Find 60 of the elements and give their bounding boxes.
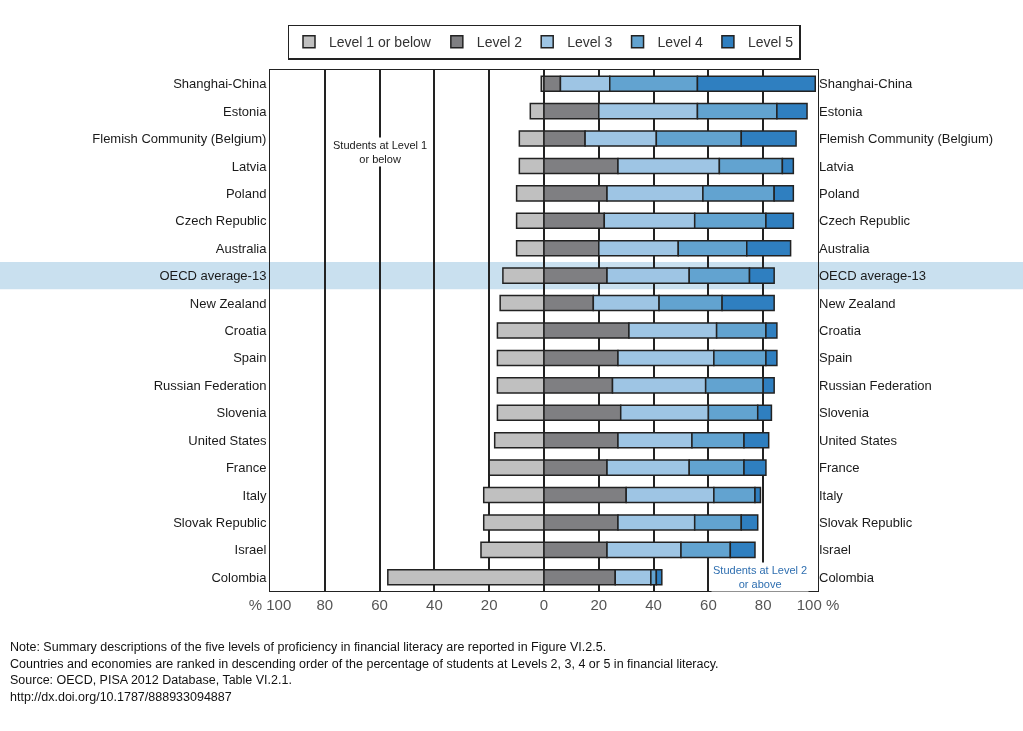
category-label: OECD average-13 <box>159 268 267 284</box>
x-tick-label: 40 <box>426 596 443 613</box>
category-label: Poland <box>225 185 267 201</box>
category-label: France <box>225 460 267 476</box>
legend-label: Level 4 <box>657 34 703 51</box>
y-tick-label: Colombia <box>819 569 875 585</box>
legend-label: Level 2 <box>476 34 523 51</box>
source-note: Source: OECD, PISA 2012 Database, Table VI.2.1. <box>10 673 292 687</box>
category-label: Shanghai-China <box>173 76 267 92</box>
y-tick-label: Poland <box>819 185 860 201</box>
x-tick-label: 80 <box>316 596 334 613</box>
y-tick-label: Shanghai-China <box>819 76 913 92</box>
x-tick-label: 0 <box>539 596 549 613</box>
y-tick-label: United States <box>819 432 898 448</box>
x-tick-label: 60 <box>371 596 388 613</box>
legend-label: Level 3 <box>567 34 613 51</box>
category-label: Estonia <box>223 103 267 119</box>
category-label: New Zealand <box>189 295 267 311</box>
y-tick-label: France <box>819 460 860 476</box>
y-tick-label: New Zealand <box>819 295 896 311</box>
x-tick-label: % 100 <box>248 596 292 613</box>
x-tick-label: 60 <box>700 596 717 613</box>
legend-label: Level 1 or below <box>329 34 432 51</box>
category-label: Colombia <box>211 569 267 585</box>
annotation: Students at Level 2 or above <box>713 564 808 591</box>
category-label: Italy <box>242 487 267 503</box>
category-label: Slovak Republic <box>173 515 267 530</box>
y-tick-label: Czech Republic <box>819 213 911 229</box>
text: http://dx.doi.org/10.1787/888933094887 <box>10 690 232 704</box>
y-tick-label: Spain <box>819 350 853 366</box>
category-label: United States <box>188 432 267 448</box>
y-tick-label: Italy <box>819 487 844 503</box>
text: Note: Summary descriptions of the five levels of proficiency in financial literacy are reported in Figure VI.2.5. <box>10 640 607 654</box>
category-label: Australia <box>215 240 267 256</box>
x-tick-label: 100 % <box>796 596 840 613</box>
x-tick-label: 20 <box>480 596 498 613</box>
category-label: Croatia <box>224 323 267 339</box>
category-label: Spain <box>233 350 267 366</box>
y-tick-label: Estonia <box>819 103 864 119</box>
y-tick-label: Israel <box>819 542 851 558</box>
category-label: Czech Republic <box>175 213 267 229</box>
y-tick-label: Russian Federation <box>819 377 932 393</box>
annotation: Students at Level 1 or below <box>333 139 428 166</box>
category-label: Flemish Community (Belgium) <box>92 131 267 147</box>
text: Countries and economies are ranked in descending order of the percentage of students at Levels 2, 3, 4 or 5 in financial literacy. <box>10 657 719 671</box>
y-tick-label: Croatia <box>819 323 862 339</box>
legend-label: Level 5 <box>747 34 794 51</box>
y-tick-label: Australia <box>819 240 871 256</box>
x-tick-label: 40 <box>645 596 662 613</box>
y-tick-label: Flemish Community (Belgium) <box>819 131 994 147</box>
x-tick-label: 20 <box>590 596 608 613</box>
category-label: Slovenia <box>216 405 267 421</box>
category-label: Israel <box>234 542 267 558</box>
y-tick-label: Slovenia <box>819 405 870 421</box>
x-tick-label: 80 <box>754 596 772 613</box>
y-tick-label: Latvia <box>819 158 855 174</box>
y-tick-label: OECD average-13 <box>819 268 926 284</box>
y-tick-label: Slovak Republic <box>819 515 913 530</box>
category-label: Russian Federation <box>153 377 267 393</box>
category-label: Latvia <box>231 158 267 174</box>
